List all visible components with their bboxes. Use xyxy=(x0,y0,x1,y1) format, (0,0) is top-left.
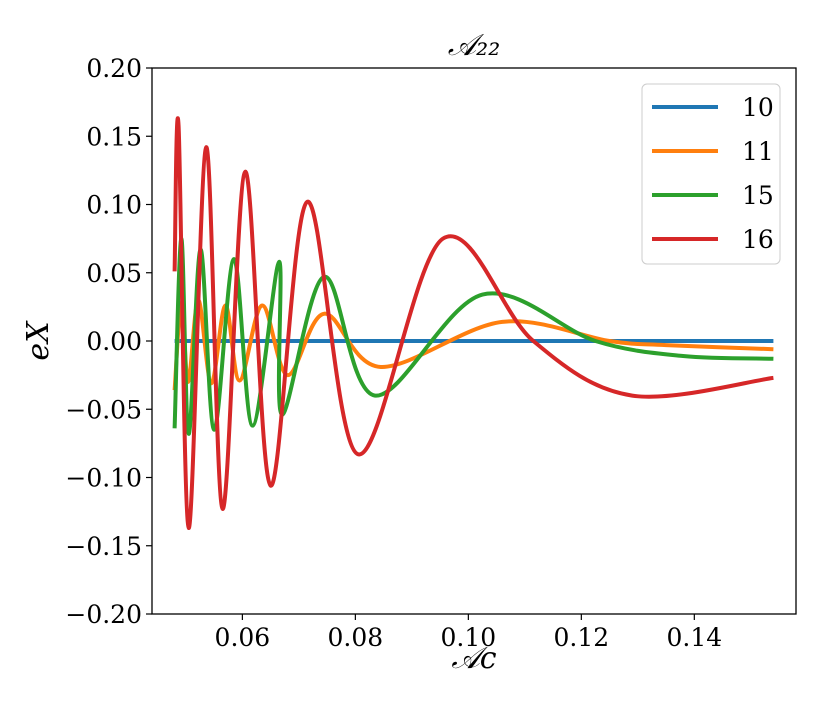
x-tick-label: 0.10 xyxy=(441,623,497,652)
legend: 10 11 15 16 xyxy=(641,83,781,265)
x-tick-label: 0.06 xyxy=(215,623,271,652)
y-tick-label: 0.20 xyxy=(86,54,142,83)
x-axis: 0.06 0.08 0.10 0.12 0.14 xyxy=(215,614,722,652)
x-tick-label: 0.08 xyxy=(328,623,384,652)
legend-label: 16 xyxy=(742,225,774,254)
y-tick-label: −0.20 xyxy=(65,600,142,629)
series-line-16 xyxy=(172,116,774,531)
legend-label: 11 xyxy=(742,137,774,166)
y-tick-label: 0.15 xyxy=(86,122,142,151)
y-tick-label: 0.05 xyxy=(86,259,142,288)
series-layer xyxy=(172,116,774,531)
x-axis-label: 𝒜c xyxy=(451,641,496,676)
y-tick-label: −0.10 xyxy=(65,464,142,493)
legend-label: 15 xyxy=(742,181,774,210)
chart-title: 𝒜₂₂ xyxy=(448,28,500,63)
x-tick-label: 0.12 xyxy=(553,623,609,652)
legend-box xyxy=(641,83,781,265)
y-tick-label: 0.00 xyxy=(86,327,142,356)
legend-label: 10 xyxy=(742,93,774,122)
y-tick-label: −0.15 xyxy=(65,532,142,561)
y-tick-label: 0.10 xyxy=(86,191,142,220)
y-axis-label: eX xyxy=(21,320,56,361)
x-tick-label: 0.14 xyxy=(666,623,722,652)
series-line-15 xyxy=(172,236,774,436)
y-tick-label: −0.05 xyxy=(65,395,142,424)
y-axis: 0.20 0.15 0.10 0.05 0.00 −0.05 −0.10 −0.15 −0.20 xyxy=(65,54,152,629)
